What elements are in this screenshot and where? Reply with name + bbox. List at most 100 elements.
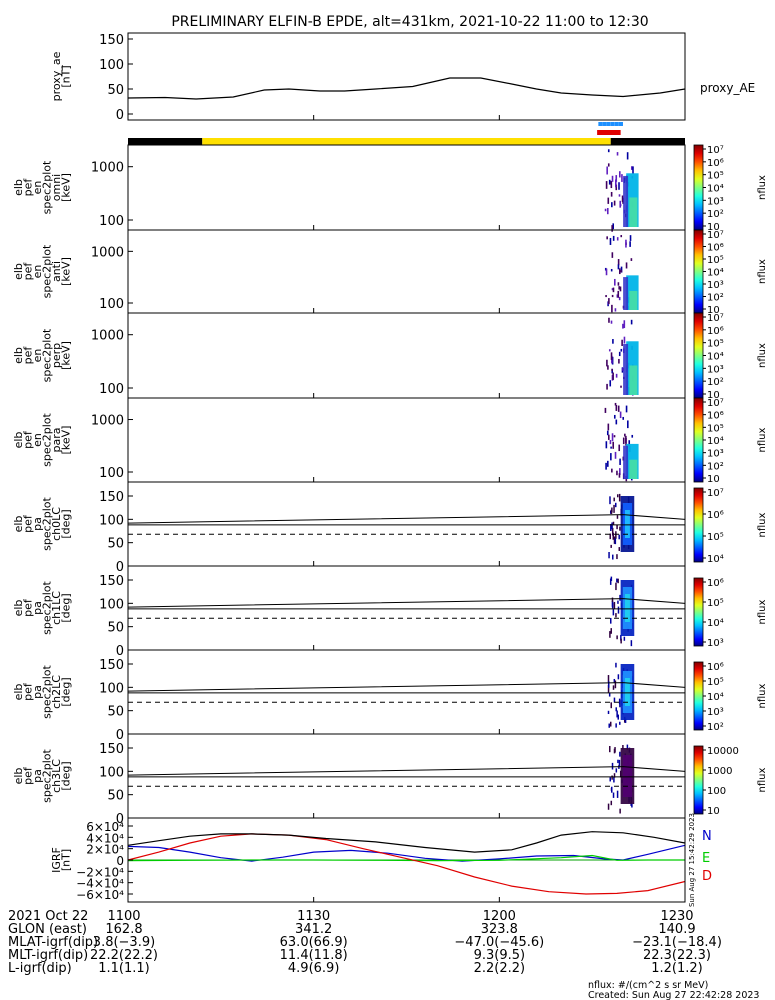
spec-speckle-3-1: [617, 259, 620, 266]
pa-speckle-6-36: [618, 493, 621, 502]
spec-speckle-5-38: [615, 404, 618, 411]
xaxis-value-1-1: 341.2: [295, 922, 332, 937]
colorbar-label-3-4: 10⁵: [707, 255, 724, 266]
colorbar-label-5-3: 10⁴: [707, 436, 724, 447]
pa-speckle-8-10: [613, 697, 616, 703]
spec-speckle-3-5: [618, 296, 621, 301]
pa-speckle-8-30: [617, 674, 620, 680]
spec-speckle-2-8: [610, 180, 613, 189]
colorbar-label-4-3: 10⁴: [707, 352, 724, 363]
spec-ylabel-5-1: 1000: [91, 414, 124, 429]
spec-speckle-4-31: [608, 317, 610, 323]
ylabel-5-2: en: [31, 433, 44, 447]
spec-speckle-3-24: [625, 262, 628, 269]
pa-speckle-9-23: [613, 773, 616, 778]
spec-blob-4-2: [623, 343, 629, 395]
pa-ylabel-9-0: 0: [116, 812, 124, 827]
ylabel-4-4: perp: [50, 343, 63, 368]
colorbar-label-6-1: 10⁵: [707, 532, 724, 543]
spec-speckle-2-30: [615, 184, 618, 191]
spec-speckle-2-2: [605, 181, 608, 189]
spec-speckle-4-29: [609, 380, 612, 387]
pa-speckle-9-3: [611, 762, 614, 770]
colorbar-title-6: nflux: [757, 512, 768, 537]
ylabel-9-0: elb: [12, 768, 25, 785]
ae-line-0: [127, 77, 686, 100]
ylabel-4-0: elb: [12, 347, 25, 364]
panel-frame-8: [127, 649, 686, 735]
colorbar-label-5-6: 10⁷: [707, 398, 724, 409]
spec-speckle-2-27: [618, 182, 620, 190]
spec-speckle-4-37: [610, 352, 613, 360]
spec-speckle-5-3: [605, 462, 607, 470]
pa-speckle-7-22: [616, 578, 618, 583]
state-blue-0-2: [606, 122, 611, 126]
spec-speckle-3-9: [611, 294, 614, 298]
pa-speckle-6-19: [614, 538, 617, 545]
colorbar-label-2-6: 10⁷: [707, 145, 724, 156]
pa-speckle-6-13: [615, 502, 617, 508]
state-segment-0: [128, 138, 203, 145]
plot-title: PRELIMINARY ELFIN-B EPDE, alt=431km, 202…: [171, 14, 648, 30]
pa-speckle-6-22: [616, 494, 619, 498]
spec-speckle-2-22: [608, 179, 611, 185]
colorbar-title-3: nflux: [757, 259, 768, 284]
panel-frame-9: [127, 733, 686, 819]
spec-speckle-3-36: [617, 290, 620, 298]
spec-speckle-4-34: [615, 373, 618, 378]
spec-speckle-2-26: [616, 152, 619, 156]
pa-speckle-9-27: [619, 808, 621, 814]
colorbar-label-6-2: 10⁶: [707, 510, 724, 521]
pa-speckle-9-18: [617, 759, 619, 764]
colorbar-label-2-3: 10⁴: [707, 184, 724, 195]
pa-speckle-9-12: [611, 775, 613, 780]
spec-speckle-2-21: [611, 175, 614, 182]
pa-speckle-6-27: [613, 497, 615, 502]
pa-speckle-8-36: [615, 707, 617, 712]
ylabel-4-5: [keV]: [60, 341, 73, 370]
pa-speckle-7-36: [617, 600, 619, 604]
pa-ylabel-7-1: 50: [107, 621, 124, 636]
ylabel-7-2: pa: [31, 601, 44, 615]
spec-speckle-5-13: [606, 430, 609, 436]
pa-speckle-6-25: [618, 547, 621, 551]
spec-speckle-3-3: [611, 288, 614, 291]
colorbar-8: [693, 661, 704, 731]
colorbar-label-6-0: 10⁴: [707, 554, 724, 565]
colorbar-title-5: nflux: [757, 427, 768, 452]
spec-speckle-3-14: [611, 304, 613, 313]
pa-ylabel-8-3: 150: [99, 658, 124, 673]
spec-ylabel-2-0: 100: [99, 214, 124, 229]
spec-speckle-3-7: [630, 258, 633, 261]
pa-speckle-9-34: [618, 759, 621, 767]
colorbar-label-8-0: 10²: [707, 722, 724, 733]
pa-speckle-8-15: [607, 684, 610, 693]
colorbar-label-5-1: 10²: [707, 461, 724, 472]
spec-speckle-5-7: [615, 419, 618, 425]
colorbar-label-7-1: 10⁴: [707, 618, 724, 629]
spec-speckle-2-37: [618, 194, 621, 197]
pa-speckle-6-30: [608, 552, 610, 559]
ylabel-6-5: [deg]: [60, 509, 73, 538]
spec-speckle-3-11: [606, 236, 608, 240]
ylabel-10-1: [nT]: [60, 849, 73, 871]
pa-speckle-6-28: [611, 522, 613, 530]
spec-speckle-4-4: [607, 365, 609, 370]
pa-speckle-6-26: [616, 524, 618, 530]
spec-speckle-2-11: [619, 171, 621, 178]
spec-speckle-3-2: [612, 235, 615, 241]
ylabel-3-3: spec2plot: [41, 244, 54, 298]
xaxis-value-3-3: 22.3(22.3): [643, 948, 711, 963]
colorbar-title-4: nflux: [757, 343, 768, 368]
igrf-ylabel-1: −4×10⁴: [76, 877, 124, 891]
spec-speckle-5-10: [604, 407, 607, 413]
ylabel-6-3: spec2plot: [41, 497, 54, 551]
colorbar-label-5-4: 10⁵: [707, 423, 724, 434]
pa-speckle-9-33: [619, 751, 621, 757]
pa-ylabel-7-2: 100: [99, 597, 124, 612]
ylabel-7-5: [deg]: [60, 593, 73, 622]
xaxis-value-1-0: 162.8: [105, 922, 142, 937]
spec-speckle-5-34: [607, 423, 610, 431]
spec-speckle-3-28: [605, 268, 608, 276]
spec-speckle-4-35: [623, 336, 626, 344]
